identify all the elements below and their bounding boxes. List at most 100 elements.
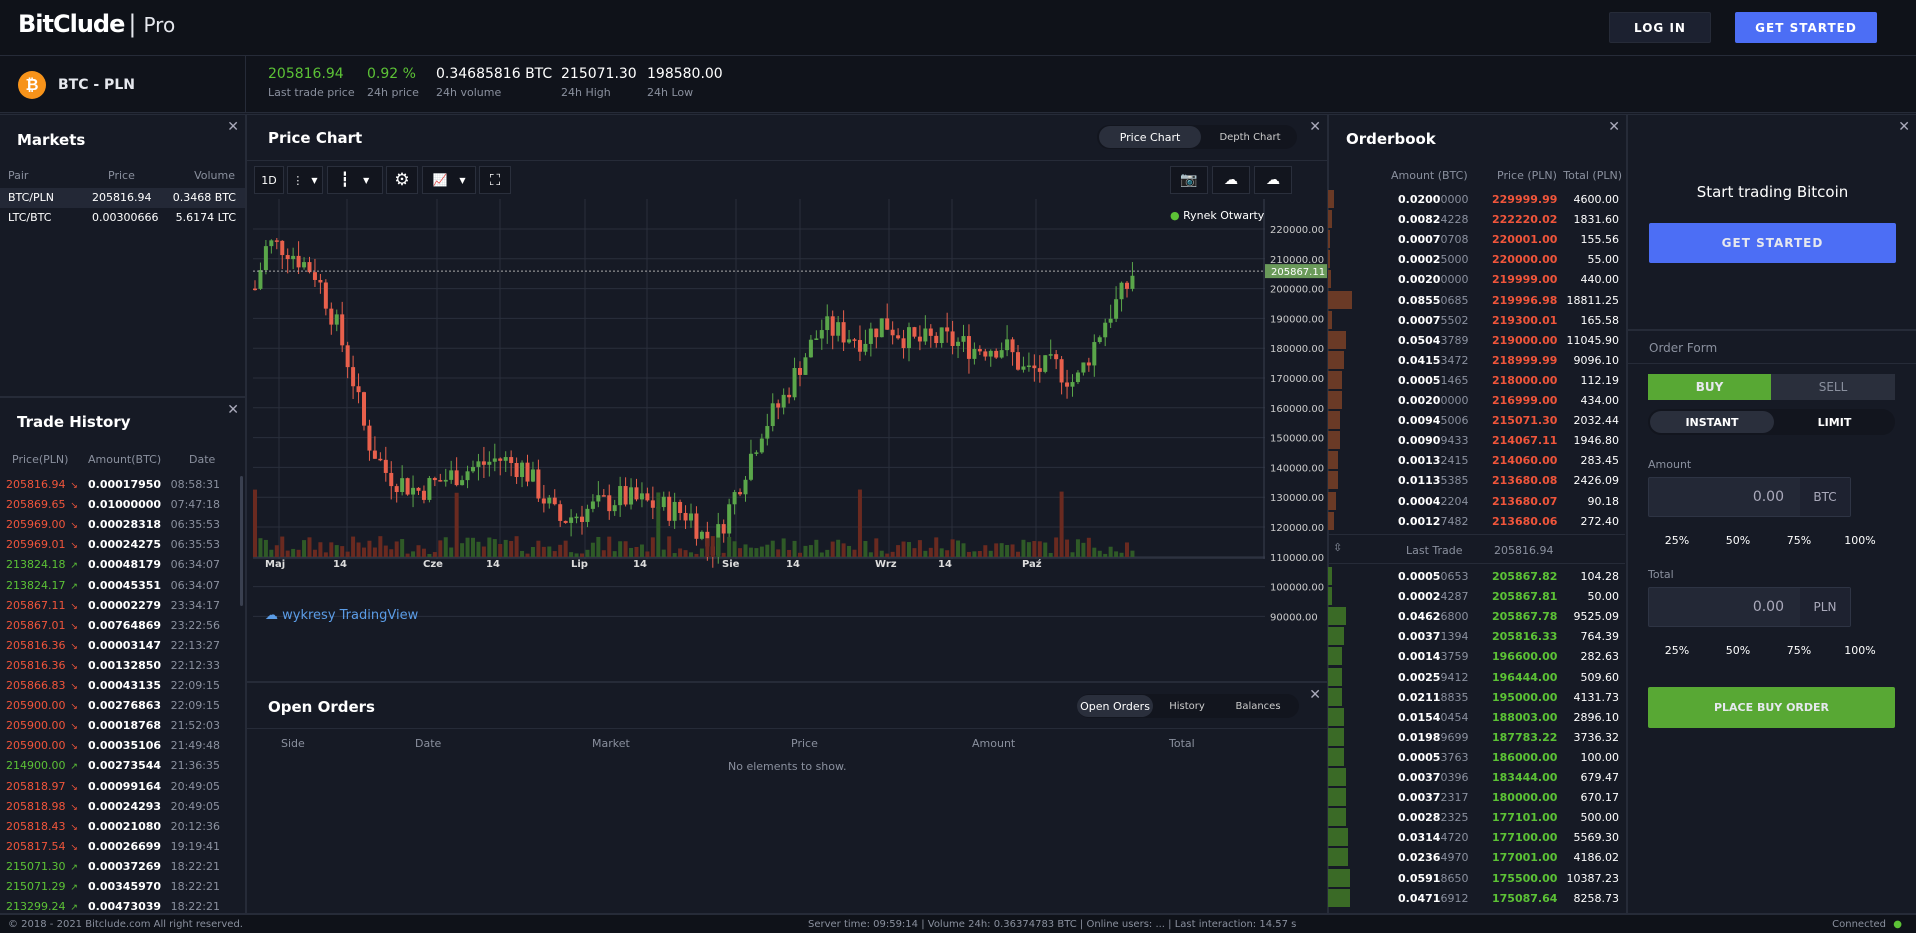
ask-row[interactable]: 0.00042204 213680.07 90.18 — [1328, 491, 1622, 511]
x-tick-label: 14 — [938, 559, 952, 570]
ask-row[interactable]: 0.00945006 215071.30 2032.44 — [1328, 410, 1622, 430]
bid-row[interactable]: 0.00024287 205867.81 50.00 — [1328, 586, 1622, 606]
brand-logo[interactable]: BitClude | Pro — [18, 10, 176, 38]
close-icon[interactable]: ✕ — [227, 119, 239, 135]
ask-row[interactable]: 0.00051465 218000.00 112.19 — [1328, 370, 1622, 390]
ask-row[interactable]: 0.00127482 213680.06 272.40 — [1328, 511, 1622, 531]
bid-row[interactable]: 0.04626800 205867.78 9525.09 — [1328, 606, 1622, 626]
total-input[interactable]: 0.00 PLN — [1648, 587, 1851, 627]
candlestick-chart[interactable]: 220000.00 210000.00 200000.00 190000.00 1800… — [247, 199, 1328, 682]
bid-row[interactable]: 0.00259412 196444.00 509.60 — [1328, 667, 1622, 687]
pct-25-button[interactable]: 25% — [1664, 533, 1690, 547]
bid-row[interactable]: 0.01989699 187783.22 3736.32 — [1328, 727, 1622, 747]
ob-total: 8258.73 — [1573, 891, 1620, 905]
place-buy-order-button[interactable]: PLACE BUY ORDER — [1648, 687, 1895, 728]
load-chart-button[interactable]: ☁ — [1212, 166, 1250, 194]
pct-100-button[interactable]: 100% — [1844, 533, 1876, 547]
ask-row[interactable]: 0.08550685 219996.98 18811.25 — [1328, 290, 1622, 310]
get-started-button[interactable]: GET STARTED — [1649, 223, 1896, 263]
bid-row[interactable]: 0.00372317 180000.00 670.17 — [1328, 787, 1622, 807]
ask-row[interactable]: 0.00200000 219999.00 440.00 — [1328, 269, 1622, 289]
instant-tab[interactable]: INSTANT — [1650, 411, 1774, 433]
pct-100-button[interactable]: 100% — [1844, 643, 1876, 657]
interval-button[interactable]: 1D — [254, 166, 284, 194]
pct-50-button[interactable]: 50% — [1725, 533, 1751, 547]
price-chart-panel: Price Chart ✕ Price Chart Depth Chart 1D… — [246, 114, 1328, 682]
close-icon[interactable]: ✕ — [1898, 119, 1910, 135]
save-chart-button[interactable]: ☁ — [1254, 166, 1292, 194]
bid-row[interactable]: 0.05918650 175500.00 10387.23 — [1328, 868, 1622, 888]
col-total: Total (PLN) — [1563, 169, 1622, 182]
close-icon[interactable]: ✕ — [1309, 687, 1321, 703]
scrollbar[interactable] — [240, 476, 243, 606]
bid-row[interactable]: 0.01540454 188003.00 2896.10 — [1328, 707, 1622, 727]
ask-row[interactable]: 0.04153472 218999.99 9096.10 — [1328, 350, 1622, 370]
bid-row[interactable]: 0.04716912 175087.64 8258.73 — [1328, 888, 1622, 908]
bid-row[interactable]: 0.00143759 196600.00 282.63 — [1328, 646, 1622, 666]
limit-tab[interactable]: LIMIT — [1817, 415, 1852, 429]
ask-row[interactable]: 0.00070708 220001.00 155.56 — [1328, 229, 1622, 249]
ask-row[interactable]: 0.00909433 214067.11 1946.80 — [1328, 430, 1622, 450]
pct-75-button[interactable]: 75% — [1786, 643, 1812, 657]
market-row[interactable]: LTC/BTC 0.00300666 5.6174 LTC — [0, 208, 245, 228]
bid-row[interactable]: 0.03144720 177100.00 5569.30 — [1328, 827, 1622, 847]
pct-50-button[interactable]: 50% — [1725, 643, 1751, 657]
tab-balances[interactable]: Balances — [1235, 700, 1281, 712]
candle-body — [678, 501, 683, 513]
candle-body — [503, 457, 508, 461]
amount-input[interactable]: 0.00 BTC — [1648, 477, 1851, 517]
bid-row[interactable]: 0.02118835 195000.00 4131.73 — [1328, 687, 1622, 707]
ask-row[interactable]: 0.00075502 219300.01 165.58 — [1328, 310, 1622, 330]
tab-open-orders[interactable]: Open Orders — [1077, 695, 1153, 717]
volume-bar — [318, 542, 323, 557]
login-button[interactable]: LOG IN — [1609, 12, 1711, 43]
bid-row[interactable]: 0.00282325 177101.00 500.00 — [1328, 807, 1622, 827]
candle-body — [1048, 354, 1053, 356]
chart-type-dropdown[interactable]: ┇ ▼ — [327, 166, 383, 194]
ask-row[interactable]: 0.05043789 219000.00 11045.90 — [1328, 330, 1622, 350]
ask-row[interactable]: 0.02000000 229999.99 4600.00 — [1328, 189, 1622, 209]
candle-body — [841, 322, 846, 343]
interval-dropdown[interactable]: ⋮ ▼ — [287, 166, 323, 194]
close-icon[interactable]: ✕ — [1608, 119, 1620, 135]
get-started-button[interactable]: GET STARTED — [1735, 12, 1877, 43]
ob-price: 187783.22 — [1492, 730, 1558, 744]
bid-row[interactable]: 0.00371394 205816.33 764.39 — [1328, 626, 1622, 646]
market-row[interactable]: BTC/PLN 205816.94 0.3468 BTC — [0, 188, 245, 208]
trade-amount-value: 0.00043135 — [88, 679, 162, 692]
trade-amount: 0.00028318 — [88, 518, 161, 531]
tab-depth-chart[interactable]: Depth Chart — [1219, 131, 1281, 143]
tab-price-chart[interactable]: Price Chart — [1099, 126, 1201, 148]
bid-row[interactable]: 0.00053763 186000.00 100.00 — [1328, 747, 1622, 767]
volume-bar — [798, 552, 802, 557]
sell-tab[interactable]: SELL — [1771, 374, 1895, 400]
ask-row[interactable]: 0.00025000 220000.00 55.00 — [1328, 249, 1622, 269]
ob-amount-tail: 1465 — [1440, 373, 1469, 387]
ob-price: 196444.00 — [1492, 670, 1558, 684]
pair-selector[interactable]: ₿ BTC - PLN — [0, 56, 246, 113]
screenshot-button[interactable]: 📷 — [1170, 166, 1208, 194]
settings-button[interactable]: ⚙ — [386, 166, 418, 194]
ask-row[interactable]: 0.00824228 222220.02 1831.60 — [1328, 209, 1622, 229]
ob-price: 213680.08 — [1492, 474, 1558, 488]
bid-row[interactable]: 0.00370396 183444.00 679.47 — [1328, 767, 1622, 787]
ob-total: 50.00 — [1587, 590, 1620, 604]
close-icon[interactable]: ✕ — [227, 402, 239, 418]
buy-tab[interactable]: BUY — [1648, 374, 1771, 400]
tab-history[interactable]: History — [1169, 700, 1205, 712]
ask-row[interactable]: 0.01135385 213680.08 2426.09 — [1328, 470, 1622, 490]
fullscreen-button[interactable]: ⛶ — [479, 166, 511, 194]
ask-row[interactable]: 0.00132415 214060.00 283.45 — [1328, 450, 1622, 470]
collapse-icon[interactable]: ⇳ — [1333, 541, 1343, 554]
ask-row[interactable]: 0.00200000 216999.00 434.00 — [1328, 390, 1622, 410]
bid-row[interactable]: 0.00050653 205867.82 104.28 — [1328, 566, 1622, 586]
ob-amount-main: 0.0020 — [1398, 394, 1441, 407]
close-icon[interactable]: ✕ — [1309, 119, 1321, 135]
indicators-dropdown[interactable]: 📈 ▼ — [422, 166, 476, 194]
trade-amount: 0.00024293 — [88, 800, 161, 813]
pct-25-button[interactable]: 25% — [1664, 643, 1690, 657]
indicators-icon: 📈 — [432, 173, 448, 187]
candles-icon: ┇ — [340, 172, 350, 188]
pct-75-button[interactable]: 75% — [1786, 533, 1812, 547]
bid-row[interactable]: 0.02364970 177001.00 4186.02 — [1328, 847, 1622, 867]
